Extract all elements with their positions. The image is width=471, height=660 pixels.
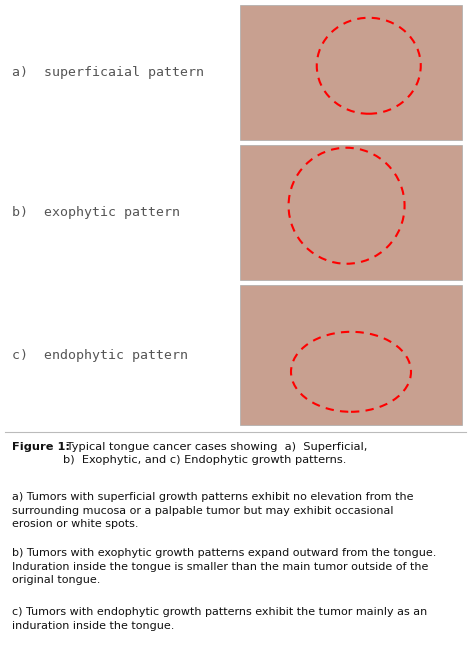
Text: a) Tumors with superficial growth patterns exhibit no elevation from the
surroun: a) Tumors with superficial growth patter… (12, 492, 414, 529)
Text: a)  superficaial pattern: a) superficaial pattern (12, 66, 204, 79)
Bar (240, 145, 462, 280)
Text: b) Tumors with exophytic growth patterns expand outward from the tongue.
Indurat: b) Tumors with exophytic growth patterns… (12, 548, 436, 585)
Text: b)  exophytic pattern: b) exophytic pattern (12, 206, 180, 219)
Text: c) Tumors with endophytic growth patterns exhibit the tumor mainly as an
indurat: c) Tumors with endophytic growth pattern… (12, 607, 427, 630)
Bar (240, 5, 462, 140)
Bar (240, 285, 462, 425)
Text: Figure 1:: Figure 1: (12, 442, 70, 452)
Text: c)  endophytic pattern: c) endophytic pattern (12, 348, 188, 362)
Text: Typical tongue cancer cases showing  a)  Superficial,
b)  Exophytic, and c) Endo: Typical tongue cancer cases showing a) S… (63, 442, 367, 465)
